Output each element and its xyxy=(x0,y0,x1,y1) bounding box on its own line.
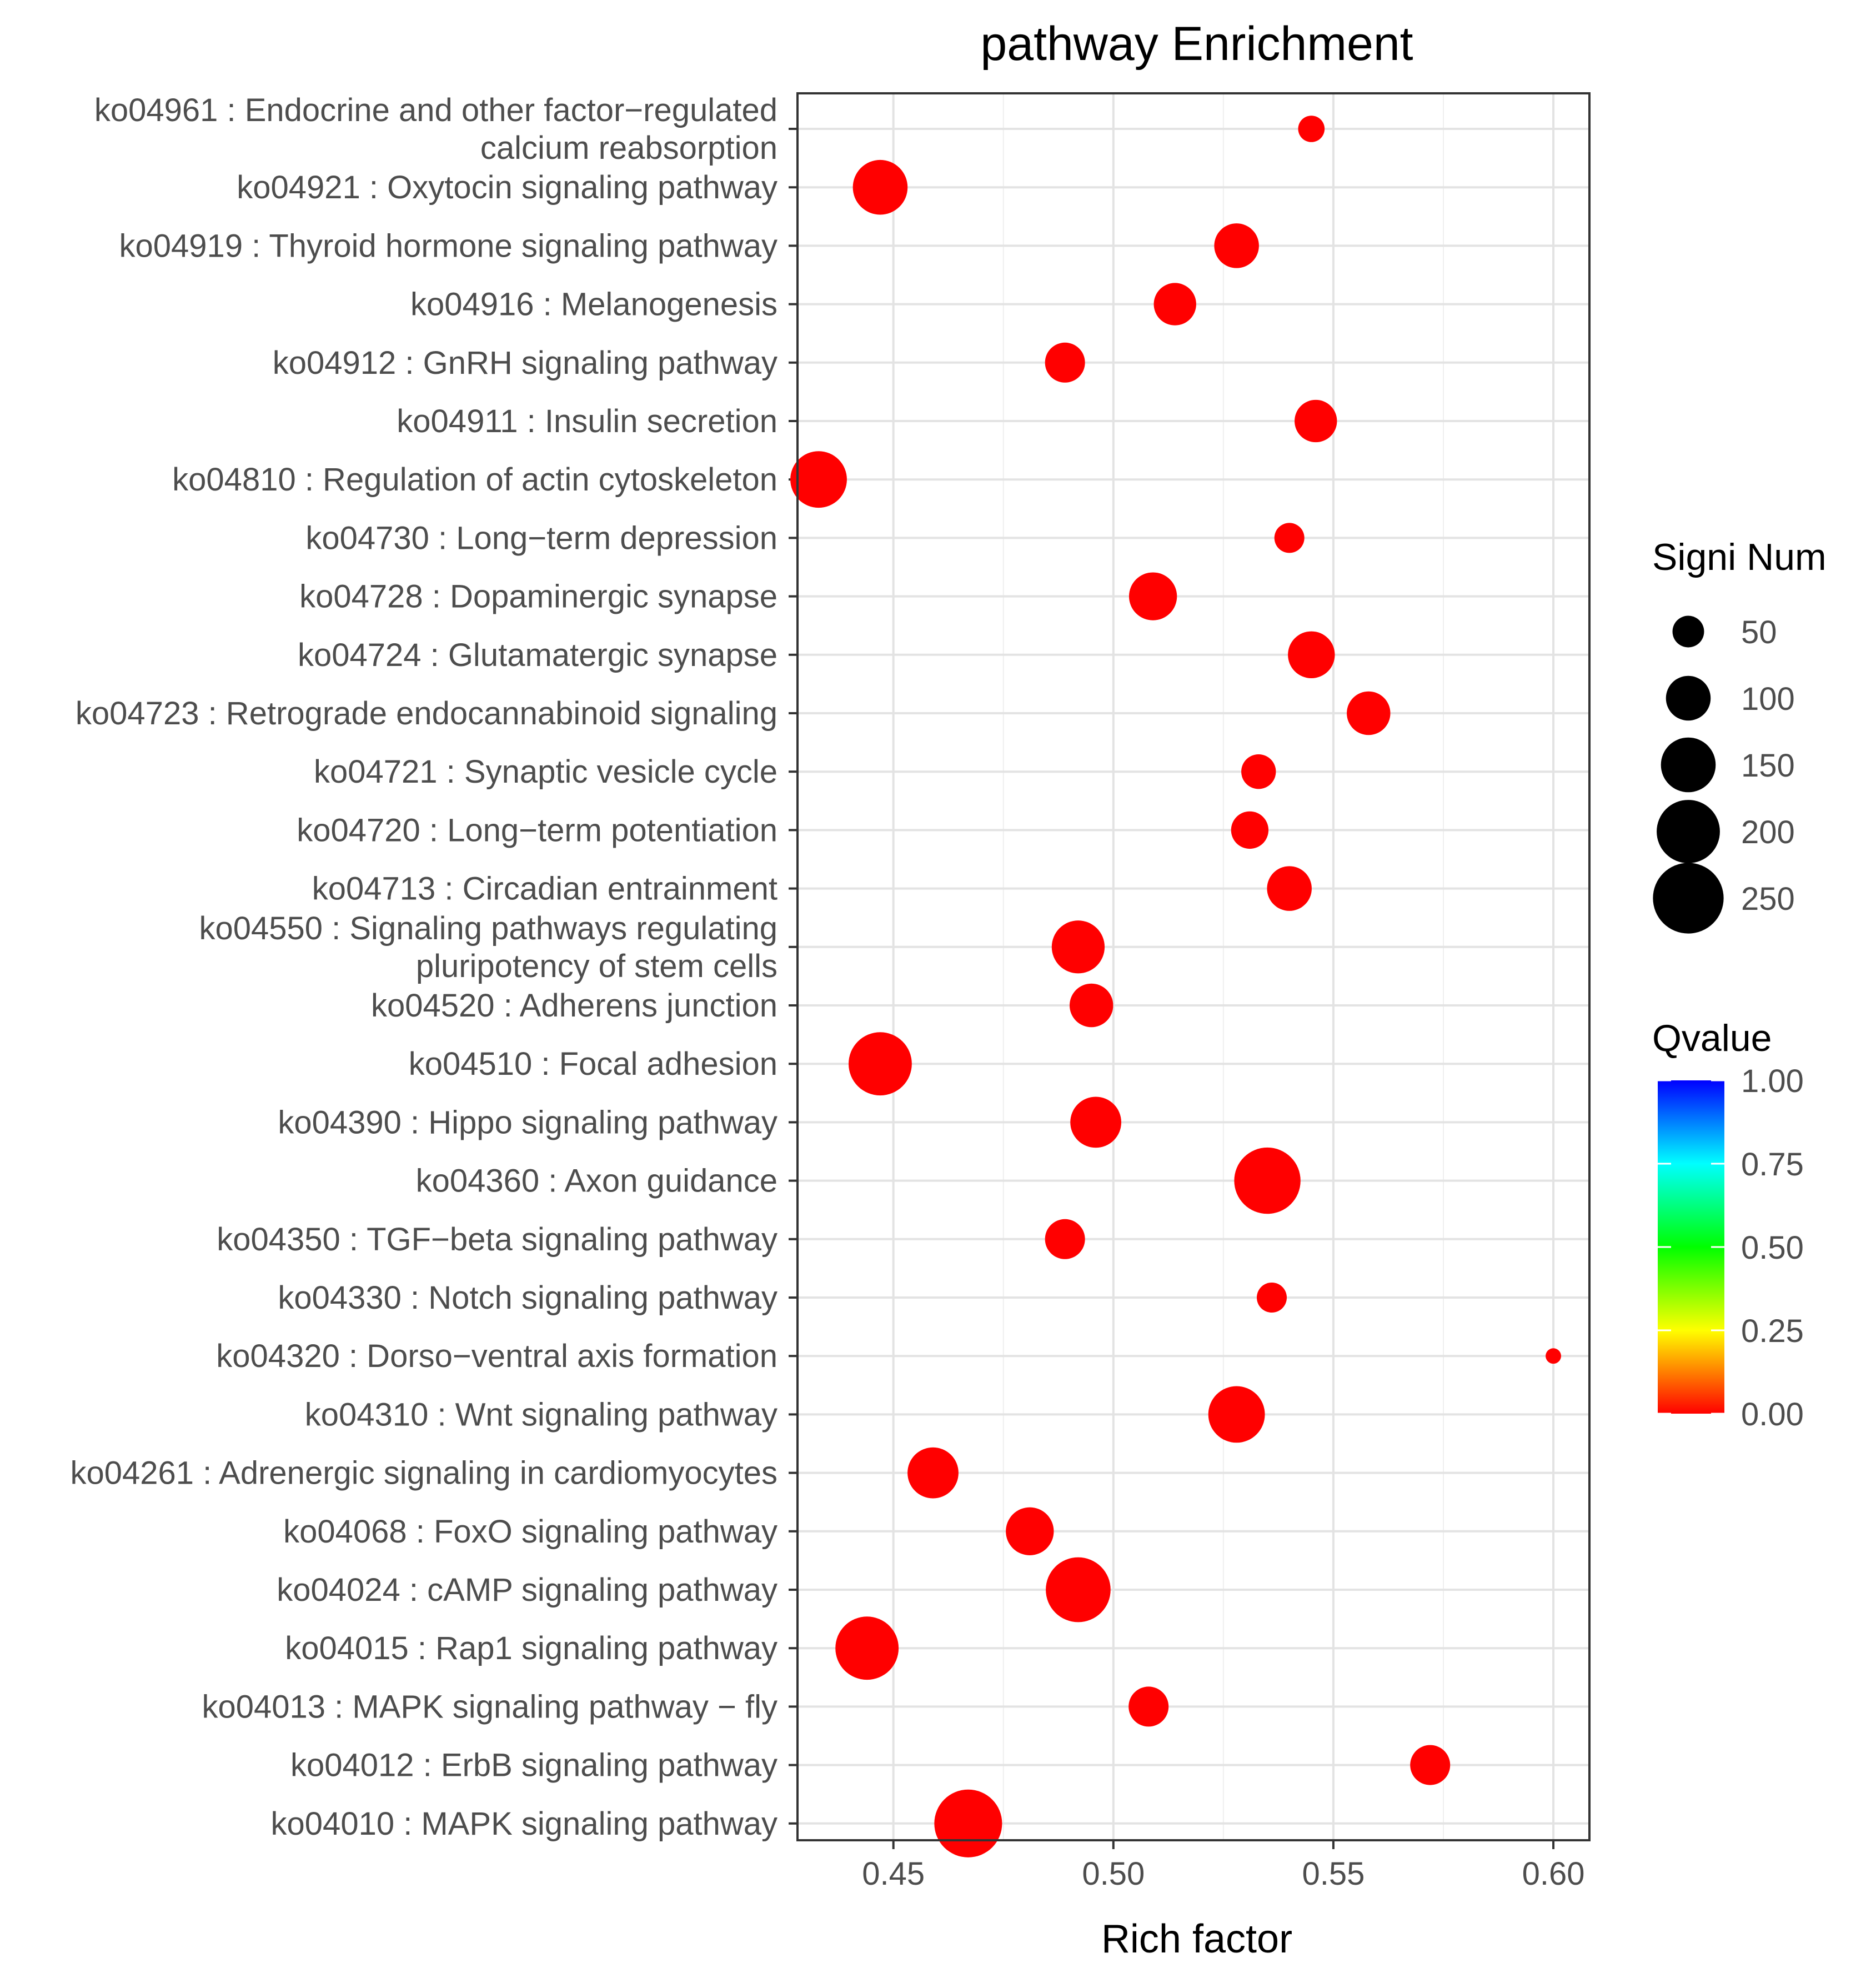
size-legend-label: 50 xyxy=(1741,614,1777,650)
y-tick-label: ko04010 : MAPK signaling pathway xyxy=(271,1806,778,1842)
y-axis-labels: ko04961 : Endocrine and other factor−reg… xyxy=(70,92,778,1842)
data-point xyxy=(1070,1096,1122,1148)
data-point xyxy=(1153,283,1196,326)
y-tick-label: ko04720 : Long−term potentiation xyxy=(297,812,778,848)
data-point xyxy=(1241,754,1276,789)
data-point xyxy=(1410,1745,1451,1785)
data-point xyxy=(1214,223,1259,268)
data-point xyxy=(1295,399,1337,443)
x-tick-label: 0.50 xyxy=(1082,1856,1145,1892)
y-tick-label: ko04912 : GnRH signaling pathway xyxy=(273,345,778,381)
data-point xyxy=(1128,1686,1169,1727)
data-point xyxy=(1267,866,1312,911)
color-legend: Qvalue 1.00 0.75 0.50 0.25 0.00 xyxy=(1652,1017,1804,1433)
y-tick-label: ko04728 : Dopaminergic synapse xyxy=(299,579,778,615)
data-point xyxy=(1274,523,1305,553)
data-point xyxy=(1234,1147,1301,1214)
color-legend-label: 0.75 xyxy=(1741,1146,1804,1183)
data-point xyxy=(1257,1283,1287,1313)
data-point xyxy=(1046,1557,1111,1623)
data-point xyxy=(1045,1219,1085,1259)
y-tick-label: ko04550 : Signaling pathways regulating p… xyxy=(199,910,778,984)
data-point xyxy=(1208,1386,1265,1443)
data-point xyxy=(1347,691,1391,735)
y-tick-label: ko04919 : Thyroid hormone signaling path… xyxy=(119,228,778,264)
x-axis-title: Rich factor xyxy=(1101,1917,1292,1961)
size-legend-key xyxy=(1653,863,1724,934)
size-legend-label: 250 xyxy=(1741,881,1795,917)
plot-border xyxy=(796,92,1591,1841)
y-tick-label: ko04911 : Insulin secretion xyxy=(397,403,778,439)
size-legend: Signi Num 50 100 150 200 250 xyxy=(1652,536,1827,934)
y-tick-label: ko04350 : TGF−beta signaling pathway xyxy=(217,1221,778,1258)
y-tick-label: ko04723 : Retrograde endocannabinoid sig… xyxy=(76,695,778,732)
data-point xyxy=(1231,811,1269,849)
chart-title: pathway Enrichment xyxy=(980,17,1413,71)
y-tick-label: ko04024 : cAMP signaling pathway xyxy=(277,1572,778,1608)
y-tick-label: ko04360 : Axon guidance xyxy=(416,1163,778,1199)
y-tick-label: ko04921 : Oxytocin signaling pathway xyxy=(237,169,778,206)
color-legend-title: Qvalue xyxy=(1652,1017,1772,1059)
data-point xyxy=(852,159,908,215)
y-tick-label: ko04390 : Hippo signaling pathway xyxy=(278,1104,778,1140)
data-points xyxy=(790,116,1561,1857)
data-point xyxy=(1045,342,1085,383)
data-point xyxy=(849,1032,912,1096)
color-legend-label: 0.00 xyxy=(1741,1396,1804,1433)
y-tick-label: ko04810 : Regulation of actin cytoskelet… xyxy=(172,462,778,498)
data-point xyxy=(907,1447,959,1499)
y-tick-label: ko04013 : MAPK signaling pathway − fly xyxy=(202,1689,778,1725)
data-point xyxy=(835,1616,899,1680)
x-tick-label: 0.55 xyxy=(1302,1856,1365,1892)
y-tick-label: ko04320 : Dorso−ventral axis formation xyxy=(216,1338,778,1374)
size-legend-label: 100 xyxy=(1741,681,1795,717)
y-tick-label: ko04068 : FoxO signaling pathway xyxy=(283,1514,778,1550)
x-tick-label: 0.60 xyxy=(1522,1856,1585,1892)
y-tick-label: ko04330 : Notch signaling pathway xyxy=(278,1280,778,1316)
size-legend-key xyxy=(1666,675,1711,721)
grid-lines xyxy=(797,93,1589,1840)
data-point xyxy=(1051,920,1105,974)
size-legend-label: 150 xyxy=(1741,748,1795,784)
size-legend-key xyxy=(1661,737,1716,793)
color-legend-label: 1.00 xyxy=(1741,1063,1804,1099)
data-point xyxy=(790,451,847,508)
y-tick-label: ko04310 : Wnt signaling pathway xyxy=(305,1396,778,1433)
data-point xyxy=(1298,116,1325,142)
x-tick-label: 0.45 xyxy=(862,1856,925,1892)
size-legend-title: Signi Num xyxy=(1652,536,1827,578)
y-tick-label: ko04510 : Focal adhesion xyxy=(409,1046,778,1082)
y-tick-label: ko04261 : Adrenergic signaling in cardio… xyxy=(70,1455,778,1491)
y-tick-label: ko04730 : Long−term depression xyxy=(305,520,778,556)
data-point xyxy=(1006,1507,1054,1555)
data-point xyxy=(1069,983,1113,1028)
color-legend-label: 0.25 xyxy=(1741,1313,1804,1349)
y-tick-label: ko04520 : Adherens junction xyxy=(371,988,778,1024)
size-legend-label: 200 xyxy=(1741,814,1795,850)
color-legend-label: 0.50 xyxy=(1741,1230,1804,1266)
x-axis-labels: 0.45 0.50 0.55 0.60 xyxy=(862,1856,1584,1892)
data-point xyxy=(1546,1348,1561,1364)
data-point xyxy=(1128,572,1177,620)
y-tick-label: ko04012 : ErbB signaling pathway xyxy=(290,1747,778,1784)
y-tick-label: ko04961 : Endocrine and other factor−reg… xyxy=(94,92,778,166)
axis-ticks xyxy=(789,128,1555,1849)
y-tick-label: ko04724 : Glutamatergic synapse xyxy=(298,637,778,673)
y-tick-label: ko04916 : Melanogenesis xyxy=(410,287,778,323)
data-point xyxy=(934,1789,1002,1857)
size-legend-key xyxy=(1657,800,1720,863)
plot-panel xyxy=(797,93,1589,1840)
size-legend-key xyxy=(1672,615,1704,648)
y-tick-label: ko04721 : Synaptic vesicle cycle xyxy=(314,754,778,790)
y-tick-label: ko04713 : Circadian entrainment xyxy=(312,871,778,907)
y-tick-label: ko04015 : Rap1 signaling pathway xyxy=(285,1630,778,1666)
data-point xyxy=(1288,631,1335,679)
